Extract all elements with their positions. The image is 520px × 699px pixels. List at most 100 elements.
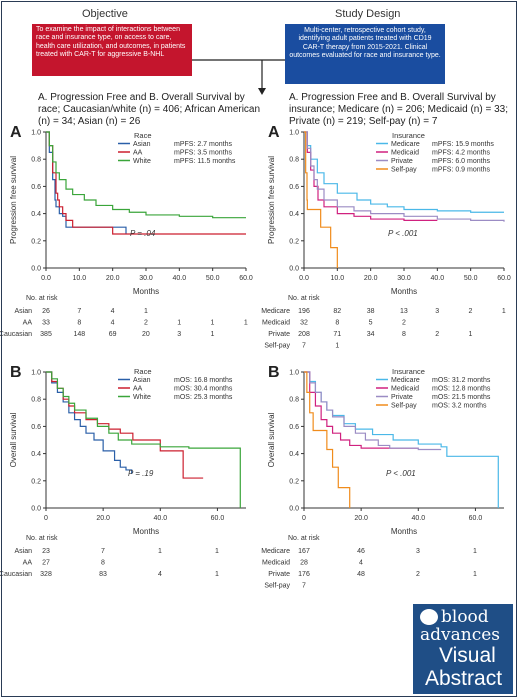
risk-value: 385 [40, 331, 52, 338]
risk-value: 1 [473, 571, 477, 578]
risk-value: 32 [300, 320, 308, 327]
legend-name: Medicare [391, 377, 420, 384]
risk-value: 26 [42, 308, 50, 315]
x-tick-label: 0.0 [299, 275, 309, 282]
km-curve-private [304, 131, 505, 222]
risk-row-label: Asian [14, 548, 32, 555]
risk-value: 27 [42, 560, 50, 567]
risk-row-label: Caucasian [0, 571, 32, 578]
risk-value: 5 [369, 320, 373, 327]
x-axis-label: Months [133, 527, 159, 536]
blood-advances-logo: blood advances Visual Abstract [413, 604, 513, 694]
risk-value: 69 [109, 331, 117, 338]
risk-value: 8 [335, 320, 339, 327]
legend-name: AA [133, 150, 143, 157]
risk-title: No. at risk [288, 295, 320, 302]
risk-value: 48 [357, 571, 365, 578]
y-tick-label: 0.2 [31, 478, 41, 485]
y-tick-label: 0.2 [289, 478, 299, 485]
risk-value: 1 [473, 548, 477, 555]
x-tick-label: 50.0 [464, 275, 478, 282]
x-tick-label: 60.0 [497, 275, 511, 282]
y-tick-label: 0.4 [289, 451, 299, 458]
risk-value: 4 [359, 560, 363, 567]
legend-name: Self-pay [391, 403, 417, 410]
risk-value: 1 [158, 548, 162, 555]
risk-value: 46 [357, 548, 365, 555]
risk-row-label: AA [23, 560, 33, 567]
panel-label-a-right: A [268, 124, 280, 141]
risk-value: 1 [215, 571, 219, 578]
y-tick-label: 0.6 [289, 184, 299, 191]
y-tick-label: 0.8 [289, 397, 299, 404]
risk-value: 148 [73, 331, 85, 338]
risk-value: 2 [416, 571, 420, 578]
risk-title: No. at risk [26, 295, 58, 302]
legend-name: Medicaid [391, 386, 419, 393]
legend-name: White [133, 394, 151, 401]
risk-row-label: Medicare [261, 548, 290, 555]
risk-row-label: Caucasian [0, 331, 32, 338]
section-title-insurance: A. Progression Free and B. Overall Survi… [289, 92, 508, 127]
legend-stat: mOS: 3.2 months [432, 403, 487, 410]
chart-pfs-race: 0.0 0.2 0.4 0.6 0.8 1.0 Progression free survi… [0, 130, 253, 339]
y-axis-label: Overall survival [9, 412, 18, 467]
risk-value: 2 [469, 308, 473, 315]
km-curve-asian [46, 371, 133, 474]
risk-value: 3 [416, 548, 420, 555]
risk-value: 196 [298, 308, 310, 315]
risk-value: 38 [367, 308, 375, 315]
x-tick-label: 0 [302, 515, 306, 522]
legend-stat: mOS: 30.4 months [174, 386, 233, 393]
legend-name: Private [391, 158, 413, 165]
legend-name: AA [133, 386, 143, 393]
legend-name: White [133, 158, 151, 165]
risk-value: 83 [99, 571, 107, 578]
risk-row-label: Medicare [261, 308, 290, 315]
x-tick-label: 20.0 [354, 515, 368, 522]
x-axis-label: Months [391, 287, 417, 296]
km-curve-white [46, 131, 246, 219]
y-tick-label: 0.4 [31, 451, 41, 458]
risk-value: 2 [144, 320, 148, 327]
risk-value: 1 [502, 308, 506, 315]
risk-value: 28 [300, 560, 308, 567]
x-tick-label: 20.0 [106, 275, 120, 282]
chart-os-race: 0.0 0.2 0.4 0.6 0.8 1.0 Overall survival 0 20.0 4… [0, 367, 246, 578]
km-curve-asian [46, 131, 127, 234]
study-design-box: Multi-center, retrospective cohort study… [285, 24, 445, 84]
risk-value: 7 [77, 308, 81, 315]
logo-line-2: advances [420, 625, 501, 645]
legend-stat: mPFS: 15.9 months [432, 141, 494, 148]
section-title-race: A. Progression Free and B. Overall Survi… [38, 92, 261, 127]
legend-title: Race [134, 131, 152, 140]
chart-pfs-insurance: 0.0 0.2 0.4 0.6 0.8 1.0 Progression free survi… [261, 130, 511, 350]
x-tick-label: 20.0 [364, 275, 378, 282]
legend-stat: mPFS: 11.5 months [174, 158, 236, 165]
risk-value: 4 [158, 571, 162, 578]
p-value: P < .001 [388, 229, 418, 238]
y-tick-label: 0.2 [289, 238, 299, 245]
objective-box: To examine the impact of interactions be… [32, 24, 192, 76]
x-axis-label: Months [391, 527, 417, 536]
risk-value: 1 [211, 320, 215, 327]
risk-value: 20 [142, 331, 150, 338]
x-tick-label: 30.0 [139, 275, 153, 282]
y-axis-label: Progression free survival [9, 156, 18, 244]
risk-value: 328 [40, 571, 52, 578]
legend-name: Medicare [391, 141, 420, 148]
y-tick-label: 0.8 [289, 157, 299, 164]
risk-value: 1 [335, 343, 339, 350]
risk-value: 1 [469, 331, 473, 338]
legend-stat: mOS: 31.2 months [432, 377, 491, 384]
risk-value: 71 [333, 331, 341, 338]
risk-value: 8 [101, 560, 105, 567]
risk-value: 3 [435, 308, 439, 315]
chart-os-insurance: 0.0 0.2 0.4 0.6 0.8 1.0 Overall survival 0 20.0 4… [261, 367, 504, 590]
risk-title: No. at risk [288, 535, 320, 542]
km-curve-private [304, 371, 442, 451]
risk-value: 33 [42, 320, 50, 327]
y-tick-label: 0.6 [31, 184, 41, 191]
y-tick-label: 0.8 [31, 157, 41, 164]
